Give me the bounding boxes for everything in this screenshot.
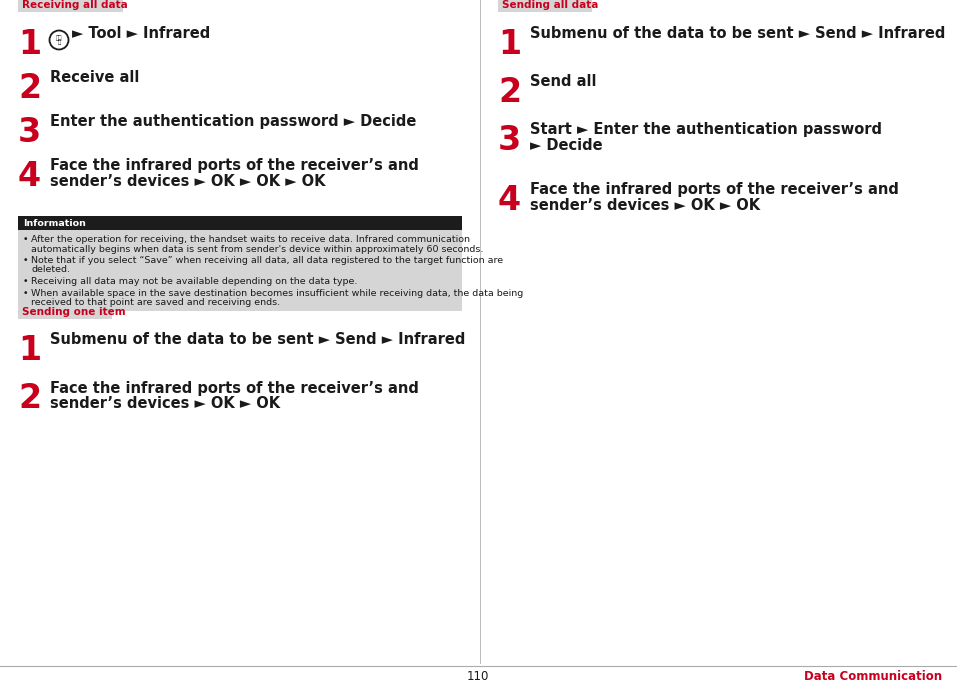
Text: When available space in the save destination becomes insufficient while receivin: When available space in the save destina… xyxy=(31,288,523,297)
FancyBboxPatch shape xyxy=(18,0,123,12)
Text: Submenu of the data to be sent ► Send ► Infrared: Submenu of the data to be sent ► Send ► … xyxy=(50,332,465,347)
Text: ► Decide: ► Decide xyxy=(530,138,603,153)
Text: Start ► Enter the authentication password: Start ► Enter the authentication passwor… xyxy=(530,122,882,137)
Text: Receive all: Receive all xyxy=(50,70,140,85)
FancyBboxPatch shape xyxy=(18,216,462,310)
Text: After the operation for receiving, the handset waits to receive data. Infrared c: After the operation for receiving, the h… xyxy=(31,235,470,244)
Text: メニ: メニ xyxy=(56,35,62,41)
FancyBboxPatch shape xyxy=(18,216,462,230)
Text: Face the infrared ports of the receiver’s and: Face the infrared ports of the receiver’… xyxy=(50,380,419,396)
Text: •: • xyxy=(23,277,29,286)
Text: Receiving all data may not be available depending on the data type.: Receiving all data may not be available … xyxy=(31,277,357,286)
Text: 1: 1 xyxy=(498,28,522,61)
Text: Sending one item: Sending one item xyxy=(22,307,125,317)
Text: 2: 2 xyxy=(18,383,41,416)
Text: •: • xyxy=(23,235,29,244)
Text: Information: Information xyxy=(23,219,86,228)
Text: 4: 4 xyxy=(18,160,41,193)
Text: •: • xyxy=(23,256,29,265)
Text: Data Communication: Data Communication xyxy=(804,671,942,683)
FancyBboxPatch shape xyxy=(18,305,112,319)
Text: 110: 110 xyxy=(467,671,489,683)
Text: 1: 1 xyxy=(18,334,41,367)
Text: automatically begins when data is sent from sender's device within approximately: automatically begins when data is sent f… xyxy=(31,244,483,253)
Text: Receiving all data: Receiving all data xyxy=(22,1,127,10)
Text: Face the infrared ports of the receiver’s and: Face the infrared ports of the receiver’… xyxy=(50,158,419,173)
Text: 2: 2 xyxy=(498,76,522,109)
FancyBboxPatch shape xyxy=(498,0,592,12)
Text: 3: 3 xyxy=(18,116,41,149)
Text: sender’s devices ► OK ► OK ► OK: sender’s devices ► OK ► OK ► OK xyxy=(50,174,325,189)
Text: ュ: ュ xyxy=(57,40,60,45)
Text: received to that point are saved and receiving ends.: received to that point are saved and rec… xyxy=(31,298,280,307)
Text: deleted.: deleted. xyxy=(31,266,70,275)
Text: Face the infrared ports of the receiver’s and: Face the infrared ports of the receiver’… xyxy=(530,182,899,197)
Text: Note that if you select “Save” when receiving all data, all data registered to t: Note that if you select “Save” when rece… xyxy=(31,256,503,265)
Text: 2: 2 xyxy=(18,72,41,105)
Text: sender’s devices ► OK ► OK: sender’s devices ► OK ► OK xyxy=(530,197,760,213)
Text: Send all: Send all xyxy=(530,74,596,89)
Text: ► Tool ► Infrared: ► Tool ► Infrared xyxy=(72,26,211,41)
Text: sender’s devices ► OK ► OK: sender’s devices ► OK ► OK xyxy=(50,396,280,411)
Text: 1: 1 xyxy=(18,28,41,61)
Text: Enter the authentication password ► Decide: Enter the authentication password ► Deci… xyxy=(50,114,416,129)
Text: Sending all data: Sending all data xyxy=(502,1,598,10)
Text: 3: 3 xyxy=(498,124,522,157)
Text: •: • xyxy=(23,288,29,297)
Text: 4: 4 xyxy=(498,184,522,217)
Text: Submenu of the data to be sent ► Send ► Infrared: Submenu of the data to be sent ► Send ► … xyxy=(530,26,946,41)
